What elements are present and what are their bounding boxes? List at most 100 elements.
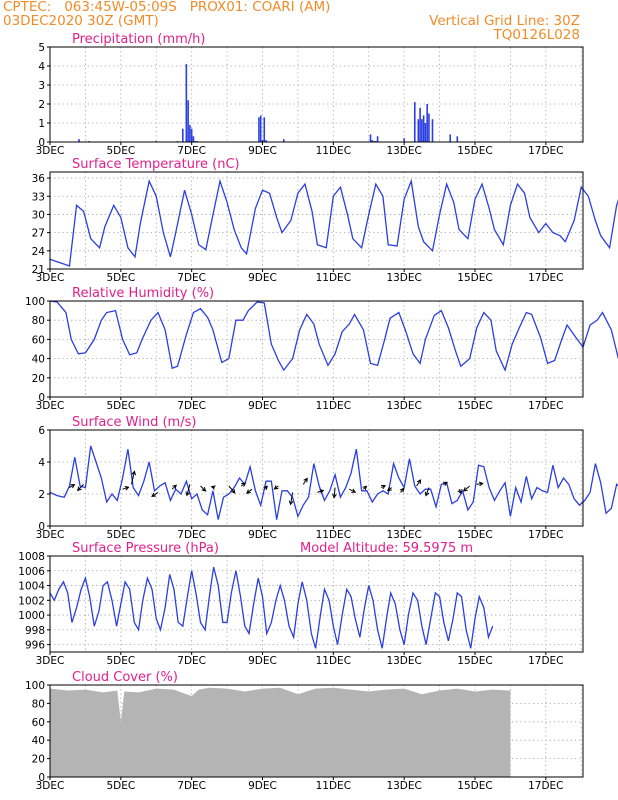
y-tick-label: 1000: [18, 610, 45, 622]
precip-bar: [456, 136, 459, 142]
precip-bar: [417, 119, 420, 142]
x-tick-label: 5DEC: [106, 780, 135, 792]
x-tick-label: 9DEC: [248, 145, 277, 157]
x-tick-label: 3DEC: [36, 400, 65, 412]
wind-arrow: [302, 477, 308, 485]
y-tick-label: 3: [38, 80, 45, 92]
wind-arrow: [130, 470, 137, 485]
precip-bar: [369, 134, 372, 142]
precip-bar: [78, 139, 80, 142]
x-tick-label: 7DEC: [177, 145, 206, 157]
wind-line: [49, 445, 618, 520]
y-tick-label: 1: [38, 118, 45, 130]
x-tick-label: 7DEC: [177, 780, 206, 792]
cloud-area: [50, 687, 511, 777]
precip-bar: [259, 115, 262, 142]
precip-bar: [428, 113, 430, 142]
precip-bar: [403, 138, 405, 142]
y-tick-label: 27: [32, 228, 45, 240]
wind-arrow: [349, 488, 357, 493]
precip-bar: [282, 139, 285, 142]
x-tick-label: 17DEC: [528, 400, 563, 412]
x-tick-label: 7DEC: [177, 400, 206, 412]
x-tick-label: 5DEC: [106, 655, 135, 667]
wind-arrow: [210, 485, 216, 490]
precip-bar: [265, 140, 267, 142]
x-tick-label: 13DEC: [386, 780, 421, 792]
x-tick-label: 5DEC: [106, 272, 135, 284]
wind-arrows: [69, 470, 484, 506]
precip-bar: [185, 64, 188, 142]
x-tick-label: 3DEC: [36, 780, 65, 792]
x-tick-label: 13DEC: [386, 145, 421, 157]
y-tick-label: 40: [32, 354, 45, 366]
x-tick-label: 3DEC: [36, 272, 65, 284]
rh-title: Relative Humidity (%): [72, 286, 214, 301]
wind-arrow: [151, 491, 159, 497]
pres-title: Surface Pressure (hPa): [72, 541, 219, 556]
wind-arrow: [462, 485, 470, 492]
x-tick-label: 7DEC: [177, 272, 206, 284]
pres-panel: Surface Pressure (hPa) Model Altitude: 59…: [18, 541, 584, 667]
precip-bar: [449, 134, 451, 142]
y-tick-label: 1008: [18, 551, 45, 563]
precip-bar: [421, 119, 423, 142]
x-tick-label: 7DEC: [177, 529, 206, 541]
x-tick-label: 3DEC: [36, 145, 65, 157]
y-tick-label: 30: [32, 209, 45, 221]
wind-arrow: [273, 485, 279, 490]
wind-arrow: [76, 484, 84, 492]
temp-grid: [49, 172, 583, 270]
x-tick-label: 3DEC: [36, 655, 65, 667]
wind-arrow: [380, 484, 387, 490]
x-tick-label: 9DEC: [248, 655, 277, 667]
y-tick-label: 20: [32, 373, 45, 385]
y-tick-label: 1006: [18, 566, 45, 578]
y-tick-label: 998: [25, 625, 45, 637]
temp-line: [49, 178, 618, 267]
precip-bar: [187, 100, 189, 142]
temp-frame: [49, 171, 584, 270]
y-tick-label: 21: [32, 264, 45, 276]
y-tick-label: 0: [38, 521, 45, 533]
y-tick-label: 4: [38, 61, 45, 73]
precip-bar: [192, 136, 195, 142]
y-tick-label: 20: [32, 754, 45, 766]
precip-bar: [371, 140, 374, 142]
precip-bar: [182, 128, 184, 142]
precip-bar: [431, 119, 434, 142]
x-tick-label: 17DEC: [528, 780, 563, 792]
forecast-start-time: 03DEC2020 30Z (GMT): [3, 13, 159, 29]
precip-bar: [190, 128, 193, 142]
station-info: CPTEC: 063:45W-05:09S PROX01: COARI (AM): [3, 0, 331, 15]
wind-title: Surface Wind (m/s): [72, 415, 196, 430]
wind-arrow: [386, 486, 393, 492]
precip-title: Precipitation (mm/h): [72, 32, 205, 47]
x-tick-label: 15DEC: [457, 145, 492, 157]
temp-panel: Surface Temperature (nC) 21 24 27 30 33 36 3DEC…: [32, 157, 618, 284]
precip-bar: [189, 124, 191, 142]
cloud-frame: [49, 684, 584, 778]
precip-bar: [422, 115, 425, 142]
rh-panel: Relative Humidity (%) 0 20 40 60 80 100 3DEC 5DE…: [25, 286, 618, 412]
precip-bar: [258, 117, 260, 142]
y-tick-label: 0: [38, 772, 45, 784]
rh-line: [49, 300, 618, 373]
wind-grid: [49, 429, 583, 527]
x-tick-label: 13DEC: [386, 655, 421, 667]
x-tick-label: 3DEC: [36, 529, 65, 541]
wind-arrow: [317, 489, 325, 494]
x-tick-label: 9DEC: [248, 780, 277, 792]
y-tick-label: 24: [32, 246, 46, 258]
x-tick-label: 5DEC: [106, 529, 135, 541]
y-tick-label: 80: [32, 315, 45, 327]
x-tick-label: 11DEC: [316, 655, 351, 667]
x-tick-label: 9DEC: [248, 400, 277, 412]
x-tick-label: 11DEC: [316, 529, 351, 541]
y-tick-label: 100: [25, 296, 45, 308]
temp-title: Surface Temperature (nC): [72, 157, 240, 172]
wind-arrow: [332, 487, 337, 499]
pres-annotation: Model Altitude: 59.5975 m: [300, 541, 473, 556]
y-tick-label: 4: [38, 457, 45, 469]
wind-arrow: [416, 479, 422, 487]
